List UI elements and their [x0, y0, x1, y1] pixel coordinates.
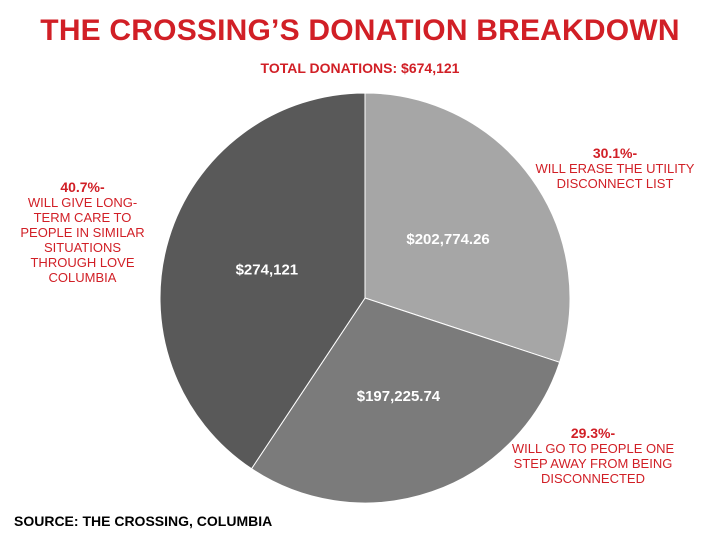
annotation-long-term-care: 40.7%- WILL GIVE LONG-TERM CARE TO PEOPL…: [10, 179, 155, 286]
slice-value-label: $202,774.26: [406, 231, 489, 248]
annotation-percent: 40.7%-: [60, 179, 105, 195]
pie-slice: [364, 92, 571, 363]
annotation-one-step-away: 29.3%- WILL GO TO PEOPLE ONE STEP AWAY F…: [498, 425, 688, 487]
annotation-description: WILL GO TO PEOPLE ONE STEP AWAY FROM BEI…: [511, 441, 675, 486]
annotation-percent: 30.1%-: [592, 145, 638, 161]
annotation-description: WILL ERASE THE UTILITY DISCONNECT LIST: [535, 161, 695, 191]
annotation-utility-disconnect: 30.1%- WILL ERASE THE UTILITY DISCONNECT…: [530, 145, 700, 192]
chart-subtitle: TOTAL DONATIONS: $674,121: [260, 60, 460, 76]
annotation-percent: 29.3%-: [570, 425, 616, 441]
annotation-description: WILL GIVE LONG-TERM CARE TO PEOPLE IN SI…: [20, 195, 145, 285]
slice-value-label: $274,121: [236, 261, 299, 278]
pie-slice: [250, 297, 561, 504]
chart-title: THE CROSSING’S DONATION BREAKDOWN: [40, 14, 680, 47]
slice-value-label: $197,225.74: [357, 388, 441, 405]
source-note: SOURCE: THE CROSSING, COLUMBIA: [14, 513, 273, 529]
pie-slice: [159, 92, 366, 470]
